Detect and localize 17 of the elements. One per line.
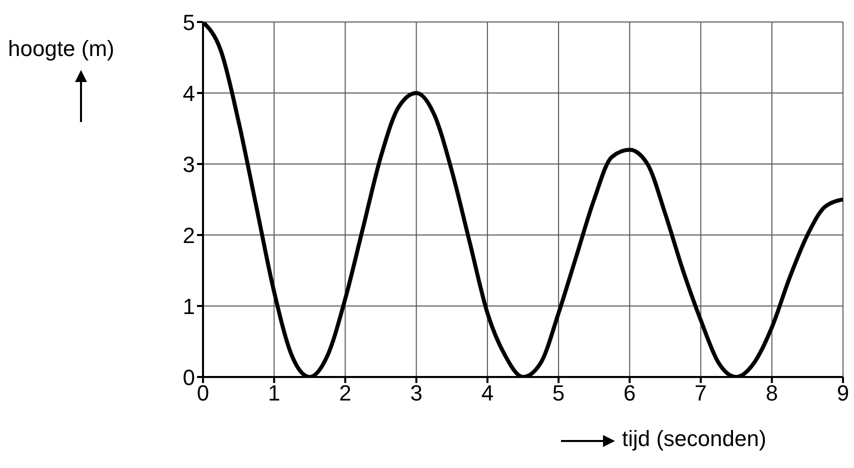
x-tick-label: 3 (410, 380, 422, 406)
y-axis-title: hoogte (m) (8, 36, 114, 62)
y-tick-label: 5 (182, 10, 195, 35)
x-axis-title: tijd (seconden) (622, 426, 766, 452)
y-tick-label: 0 (182, 364, 195, 390)
x-tick-label: 2 (339, 380, 352, 406)
x-tick-label: 6 (624, 380, 636, 406)
y-tick-label: 1 (182, 294, 195, 319)
y-tick-label: 2 (182, 222, 195, 248)
x-tick-label: 4 (481, 380, 494, 406)
x-tick-label: 1 (268, 380, 280, 406)
x-tick-label: 8 (766, 380, 778, 406)
x-tick-label: 9 (836, 380, 850, 406)
y-tick-label: 3 (182, 152, 195, 177)
x-tick-label: 7 (694, 380, 707, 406)
y-tick-label: 4 (182, 80, 195, 106)
x-tick-label: 5 (552, 380, 565, 406)
